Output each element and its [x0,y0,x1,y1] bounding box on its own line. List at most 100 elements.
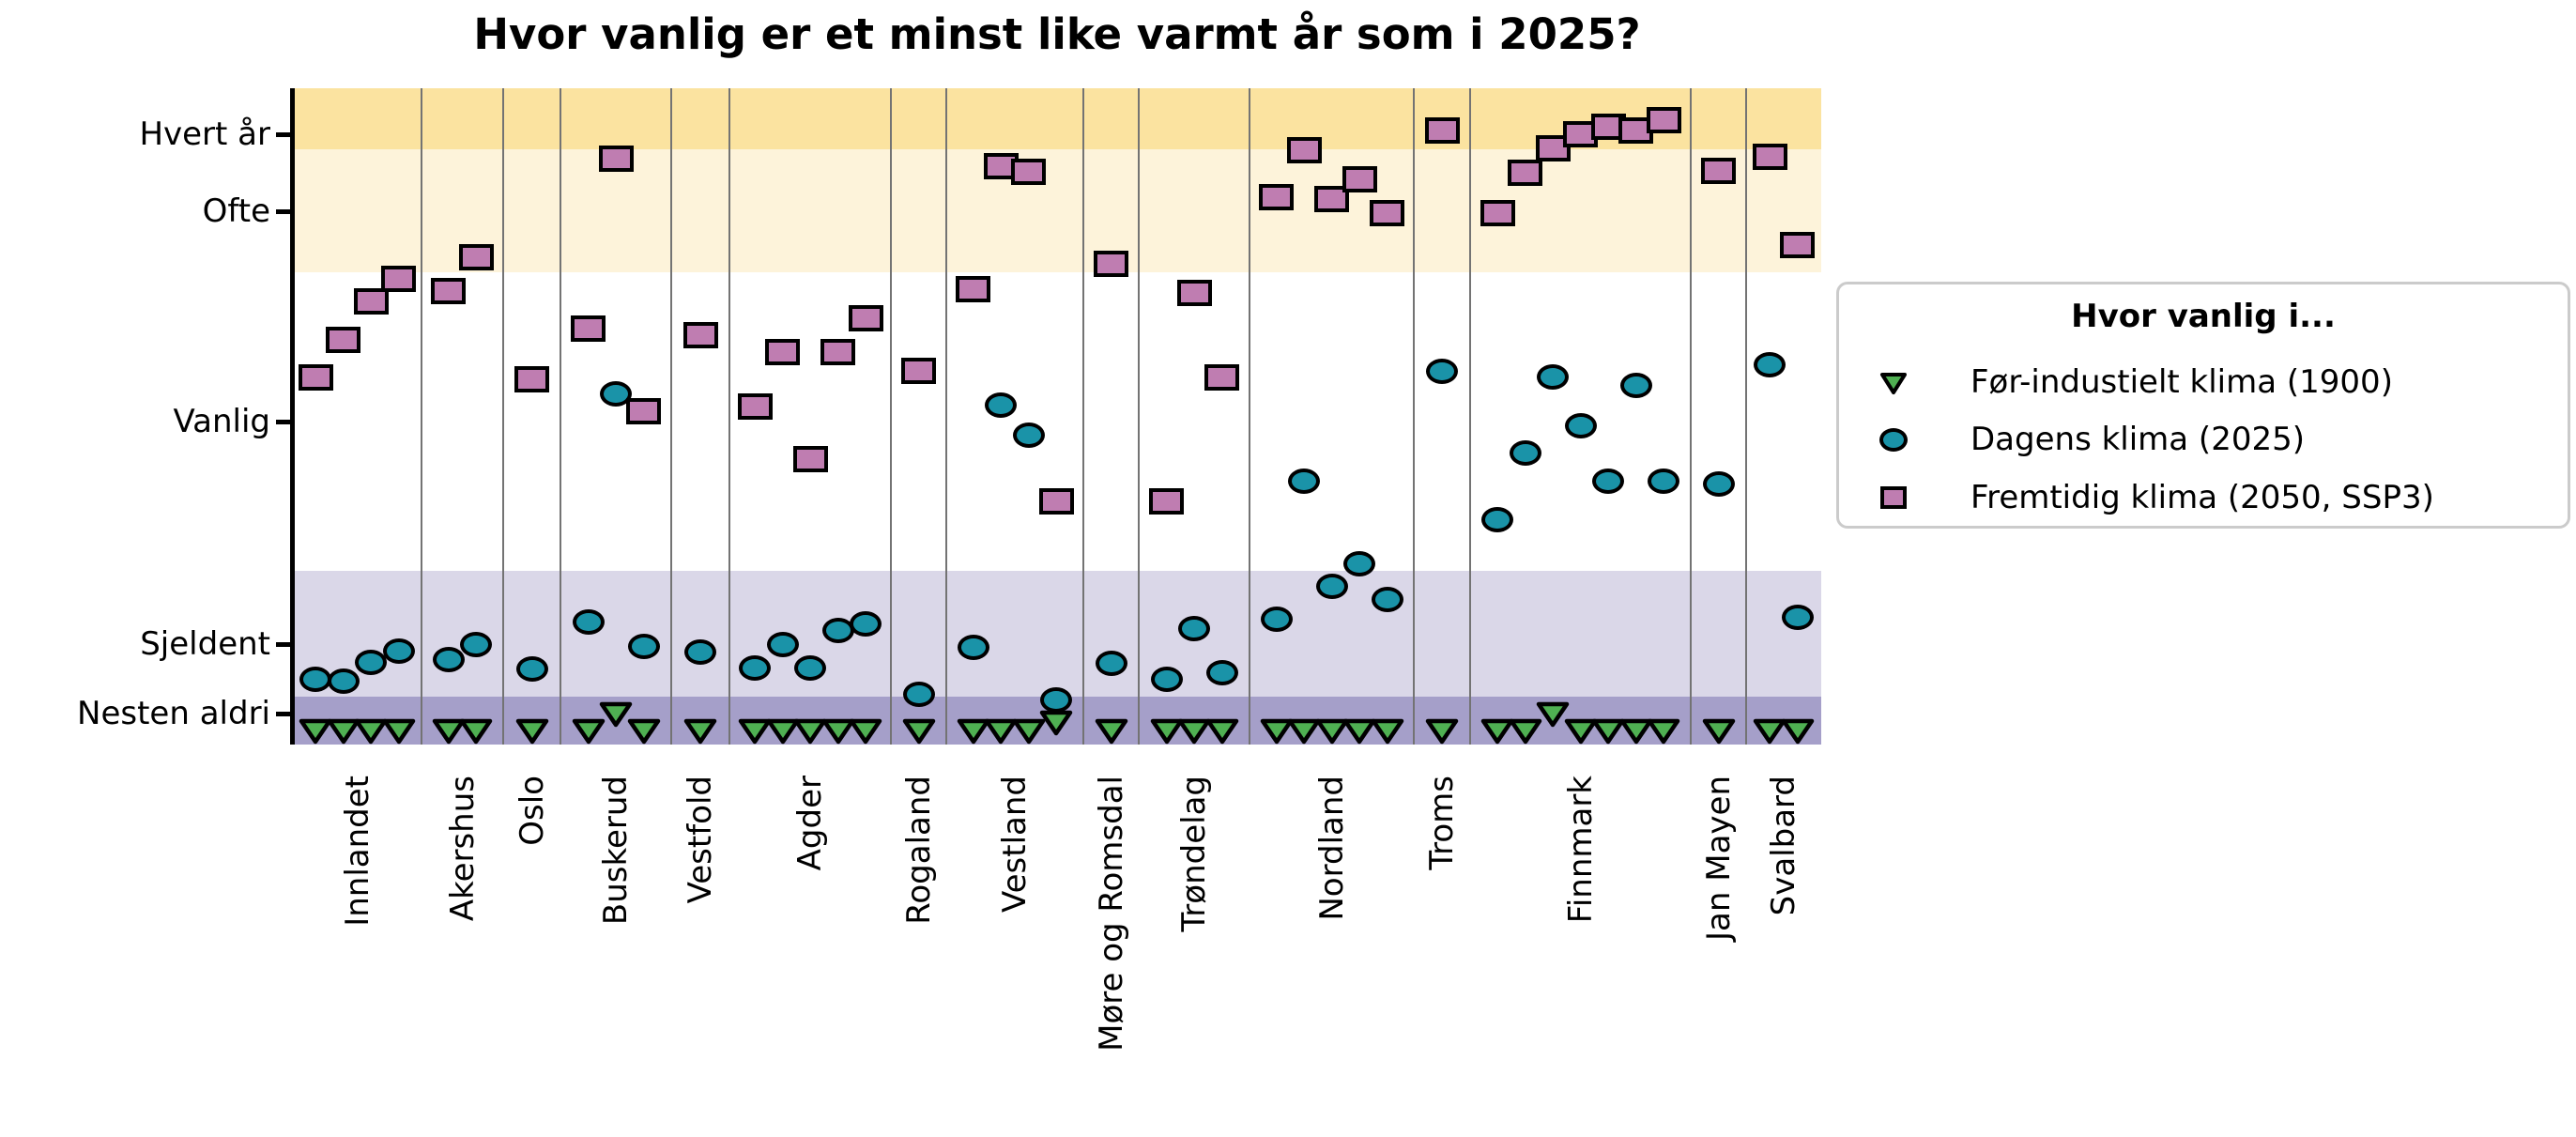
legend-item-pre-industrial: Før-industielt klima (1900) [1839,361,2568,403]
data-point-2025 [1781,605,1814,631]
x-axis-label: Trøndelag [1175,776,1213,932]
data-point-2025 [766,631,799,657]
data-point-2050 [1149,488,1184,515]
data-point-pre-1900 [1258,715,1296,749]
data-point-pre-1900 [1589,715,1627,749]
x-axis-label: Akershus [443,776,482,922]
data-point-2025 [1205,659,1238,685]
data-point-pre-1900 [1562,715,1600,749]
data-point-2050 [737,393,773,421]
data-point-2050 [626,397,661,424]
data-point-pre-1900 [955,715,992,749]
y-tick-label: Vanlig [173,403,270,440]
triangle-down-icon [1865,370,1922,395]
data-point-2050 [682,322,718,349]
data-point-2025 [515,656,548,683]
region-separator-line [1082,88,1084,745]
y-tick-mark [276,131,291,137]
data-point-pre-1900 [1313,715,1351,749]
data-point-pre-1900 [764,715,802,749]
region-separator-line [1745,88,1747,745]
y-tick-mark [276,711,291,716]
data-point-2025 [327,668,360,695]
data-point-pre-1900 [1204,715,1241,749]
y-tick-label: Ofte [202,192,270,230]
y-tick-mark [276,641,291,647]
data-point-pre-1900 [570,715,607,749]
legend-item-label: Før-industielt klima (1900) [1970,363,2393,401]
chart-title: Hvor vanlig er et minst like varmt år so… [473,9,1641,59]
data-point-2025 [684,639,716,666]
legend-item-current: Dagens klima (2025) [1839,419,2568,460]
x-axis-label: Agder [791,776,829,871]
x-axis-label: Jan Mayen [1699,776,1738,941]
region-separator-line [560,88,561,745]
region-separator-line [421,88,422,745]
data-point-2025 [794,654,826,681]
data-point-2025 [957,635,989,661]
data-point-2025 [1592,469,1624,495]
data-point-2025 [1702,470,1735,497]
data-point-2025 [460,631,493,657]
data-point-2050 [514,366,549,393]
data-point-2050 [820,339,855,366]
y-tick-label: Nesten aldri [77,695,270,732]
data-point-pre-1900 [380,715,418,749]
y-tick-mark [276,419,291,424]
x-axis-label: Rogaland [899,776,938,925]
data-point-2050 [1286,137,1322,164]
data-point-pre-1900 [847,715,884,749]
data-point-pre-1900 [1175,715,1213,749]
data-point-2025 [1343,551,1375,577]
data-point-2050 [298,363,333,391]
x-axis-label: Innlandet [338,776,376,927]
data-point-pre-1900 [297,715,334,749]
data-point-2050 [1038,488,1074,515]
data-point-2050 [353,288,389,315]
data-point-pre-1900 [1341,715,1378,749]
data-point-pre-1900 [1507,715,1544,749]
data-point-pre-1900 [1423,715,1461,749]
data-point-2050 [1094,251,1128,277]
data-point-pre-1900 [1779,715,1817,749]
region-separator-line [728,88,730,745]
legend: Hvor vanlig i... Før-industielt klima (1… [1836,282,2570,529]
data-point-2050 [792,446,828,473]
square-icon [1865,486,1922,509]
region-separator-line [1469,88,1471,745]
x-axis-label: Finnmark [1561,776,1600,924]
region-separator-line [1249,88,1250,745]
data-point-2025 [1040,687,1073,714]
data-point-2050 [381,265,417,292]
data-point-2025 [1481,506,1513,532]
x-axis-label: Svalbard [1765,776,1802,916]
data-point-pre-1900 [625,715,663,749]
data-point-2050 [1508,160,1542,186]
x-axis-label: Nordland [1312,776,1351,921]
data-point-2025 [1095,651,1127,677]
region-separator-line [945,88,947,745]
data-point-2050 [1011,159,1047,186]
data-point-pre-1900 [597,699,635,732]
y-axis-spine [290,88,295,745]
data-point-pre-1900 [1700,715,1738,749]
region-separator-line [502,88,504,745]
data-point-pre-1900 [1751,715,1788,749]
data-point-2025 [627,633,660,659]
frequency-band [294,570,1821,698]
y-tick-mark [276,208,291,214]
data-point-2050 [1646,107,1681,134]
data-point-2050 [765,339,800,366]
data-point-2050 [848,305,883,332]
data-point-pre-1900 [1534,699,1572,732]
y-tick-label: Hvert år [139,115,270,153]
y-tick-label: Sjeldent [140,625,270,663]
x-axis-label: Vestfold [682,776,719,904]
data-point-2025 [1371,587,1403,613]
data-point-2050 [1752,143,1787,170]
data-point-2025 [985,392,1018,418]
data-point-2025 [1537,364,1569,391]
data-point-pre-1900 [1369,715,1406,749]
data-point-pre-1900 [325,715,362,749]
data-point-pre-1900 [982,715,1020,749]
